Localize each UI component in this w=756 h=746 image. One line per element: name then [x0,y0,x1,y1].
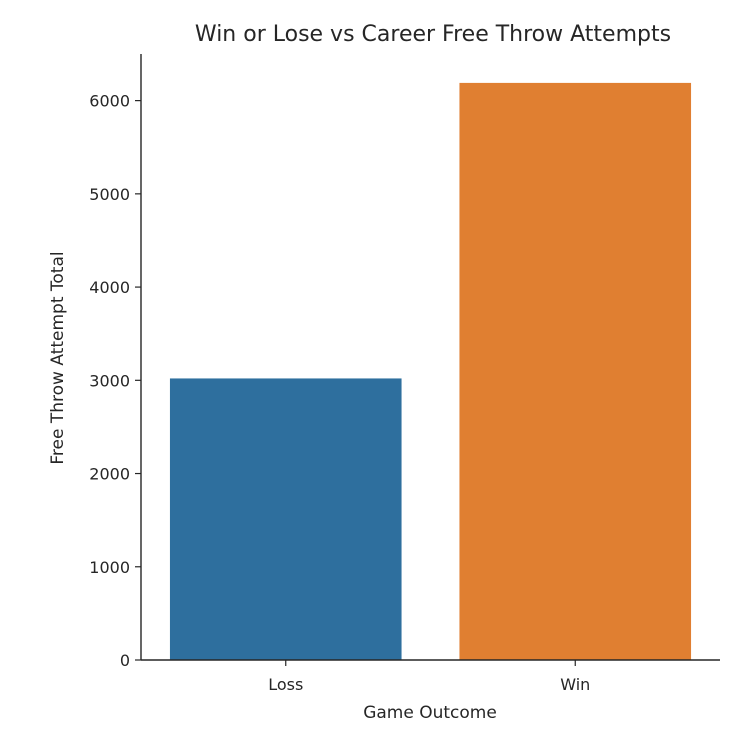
bar-win [459,82,692,660]
y-tick-label: 0 [120,651,130,670]
x-tick-label-win: Win [560,675,590,694]
chart-title: Win or Lose vs Career Free Throw Attempt… [195,22,671,47]
y-tick-label: 5000 [89,185,130,204]
x-axis-label: Game Outcome [363,703,497,723]
y-axis-label: Free Throw Attempt Total [48,251,68,464]
y-tick-label: 4000 [89,278,130,297]
bars-group [169,82,692,660]
y-tick-label: 1000 [89,558,130,577]
y-tick-label: 2000 [89,465,130,484]
bar-loss [169,378,402,660]
y-axis: 0 1000 2000 3000 4000 5000 6000 [89,92,141,670]
x-tick-label-loss: Loss [268,675,303,694]
x-axis: Loss Win [268,660,590,694]
y-tick-label: 6000 [89,92,130,111]
y-tick-label: 3000 [89,371,130,390]
